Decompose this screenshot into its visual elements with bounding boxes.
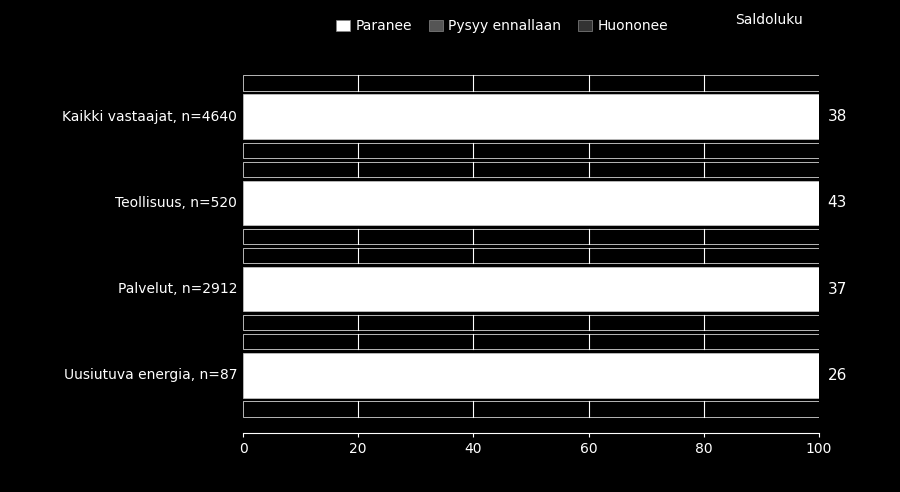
Text: Teollisuus, n=520: Teollisuus, n=520 (115, 196, 238, 210)
Bar (243, 248, 819, 263)
Bar (243, 267, 819, 311)
Bar (243, 229, 819, 244)
Text: Uusiutuva energia, n=87: Uusiutuva energia, n=87 (64, 368, 238, 382)
Bar (243, 161, 819, 177)
Text: 43: 43 (828, 195, 847, 211)
Bar (243, 181, 819, 225)
Bar (243, 75, 819, 91)
Bar (243, 315, 819, 331)
Bar (243, 401, 819, 417)
Bar (243, 143, 819, 158)
Text: 37: 37 (828, 281, 847, 297)
Text: Saldoluku: Saldoluku (735, 13, 803, 27)
Text: Kaikki vastaajat, n=4640: Kaikki vastaajat, n=4640 (62, 110, 238, 124)
Bar (243, 353, 819, 398)
Legend: Paranee, Pysyy ennallaan, Huononee: Paranee, Pysyy ennallaan, Huononee (330, 14, 674, 39)
Bar (243, 94, 819, 139)
Text: 38: 38 (828, 109, 847, 124)
Text: 26: 26 (828, 368, 847, 383)
Bar (243, 334, 819, 349)
Text: Palvelut, n=2912: Palvelut, n=2912 (118, 282, 238, 296)
